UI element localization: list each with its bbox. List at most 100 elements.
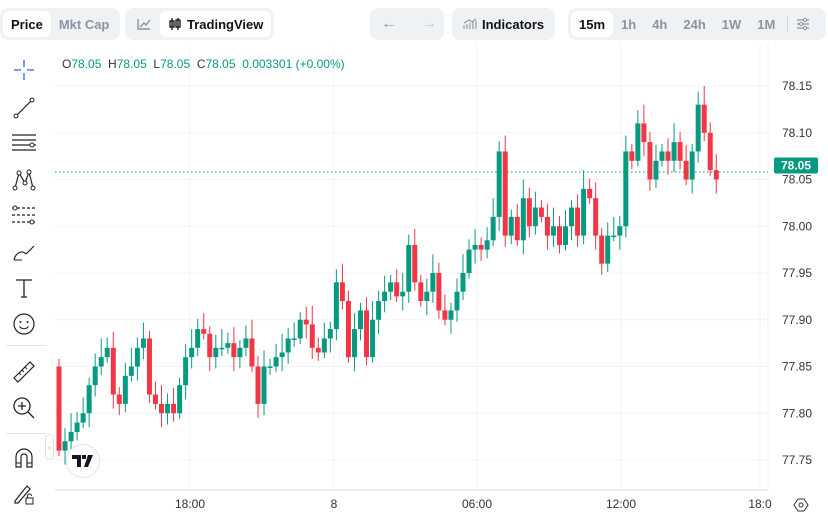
indicators-button[interactable]: Indicators bbox=[455, 11, 552, 37]
candle-down bbox=[556, 226, 562, 245]
candle-up bbox=[358, 310, 363, 330]
time-axis-label: 06:00 bbox=[462, 497, 492, 511]
candle-up bbox=[508, 216, 514, 236]
forward-button[interactable]: → bbox=[421, 15, 437, 32]
candle-up bbox=[261, 366, 267, 404]
candle-up bbox=[92, 366, 98, 386]
sliders-icon bbox=[797, 17, 810, 31]
candle-up bbox=[550, 226, 556, 236]
candle-down bbox=[231, 343, 237, 358]
divider bbox=[787, 16, 789, 32]
candle-up bbox=[68, 431, 74, 442]
text-icon bbox=[16, 279, 32, 298]
indicators-group: Indicators bbox=[452, 8, 556, 40]
interval-4h[interactable]: 4h bbox=[652, 16, 668, 32]
candle-down bbox=[146, 338, 152, 395]
interval-1m[interactable]: 1M bbox=[757, 16, 776, 32]
crosshair-tool[interactable] bbox=[10, 56, 38, 84]
price-axis-label: 77.95 bbox=[782, 266, 812, 280]
candle-down bbox=[599, 235, 605, 264]
measure-tool[interactable] bbox=[10, 358, 38, 386]
trend-line-tool[interactable] bbox=[10, 94, 38, 122]
magnet-tool[interactable] bbox=[10, 444, 38, 472]
interval-1h[interactable]: 1h bbox=[621, 16, 637, 32]
interval-15m[interactable]: 15m bbox=[571, 11, 614, 37]
open-value: 78.05 bbox=[71, 57, 102, 71]
candle-up bbox=[297, 319, 303, 339]
collapse-toolbar-button[interactable]: ‹ bbox=[45, 434, 54, 460]
candle-up bbox=[466, 249, 472, 273]
lock-drawings-tool[interactable] bbox=[10, 480, 38, 508]
candle-down bbox=[526, 198, 532, 227]
candle-down bbox=[345, 301, 351, 358]
candle-up bbox=[376, 301, 382, 320]
chart-settings-icon[interactable] bbox=[793, 498, 809, 512]
tradingview-button[interactable]: TradingView bbox=[160, 11, 272, 37]
candle-up bbox=[267, 366, 273, 368]
interval-24h[interactable]: 24h bbox=[683, 16, 706, 32]
candle-up bbox=[98, 357, 104, 367]
candle-up bbox=[370, 319, 376, 358]
pattern-tool[interactable] bbox=[10, 166, 38, 194]
close-value: 78.05 bbox=[205, 57, 236, 71]
candle-up bbox=[237, 347, 243, 358]
fib-retracement-icon bbox=[12, 205, 36, 225]
emoji-tool[interactable] bbox=[10, 310, 38, 338]
candle-up bbox=[291, 338, 297, 340]
candle-down bbox=[587, 188, 593, 199]
zoom-in-icon bbox=[13, 397, 35, 419]
price-axis-label: 77.85 bbox=[782, 360, 812, 374]
settings-button[interactable] bbox=[792, 11, 814, 37]
horizontal-lines-tool[interactable] bbox=[10, 129, 38, 157]
price-axis-label: 77.90 bbox=[782, 313, 812, 327]
candle-down bbox=[110, 347, 116, 395]
candle-up bbox=[321, 338, 327, 353]
candle-up bbox=[520, 198, 526, 241]
candle-down bbox=[641, 123, 647, 143]
text-tool[interactable] bbox=[10, 274, 38, 302]
undo-redo-group: ← → bbox=[370, 8, 444, 40]
interval-1w[interactable]: 1W bbox=[721, 16, 742, 32]
line-chart-button[interactable] bbox=[128, 11, 160, 37]
candle-down bbox=[665, 151, 671, 161]
trend-line-icon bbox=[13, 97, 35, 119]
candle-up bbox=[382, 291, 388, 302]
smiley-icon bbox=[13, 313, 35, 335]
candle-down bbox=[683, 160, 689, 180]
back-button[interactable]: ← bbox=[381, 15, 397, 32]
candle-up bbox=[195, 329, 201, 348]
candle-down bbox=[418, 282, 424, 302]
pencil-lock-icon bbox=[14, 485, 34, 505]
candle-down bbox=[707, 132, 713, 171]
candle-up bbox=[177, 385, 183, 414]
candle-down bbox=[315, 347, 321, 353]
candles-icon bbox=[169, 18, 181, 30]
candle-down bbox=[502, 151, 508, 236]
crosshair-icon bbox=[14, 60, 34, 80]
candle-up bbox=[569, 207, 575, 227]
brush-tool[interactable] bbox=[10, 238, 38, 266]
magnet-icon bbox=[15, 448, 33, 468]
candle-up bbox=[490, 216, 496, 241]
candle-up bbox=[273, 357, 279, 367]
tradingview-logo[interactable] bbox=[66, 444, 100, 478]
line-chart-icon bbox=[137, 19, 151, 30]
candle-up bbox=[213, 347, 219, 358]
candle-down bbox=[713, 170, 719, 180]
candle-up bbox=[388, 282, 394, 292]
candle-up bbox=[448, 310, 454, 320]
candle-up bbox=[671, 142, 677, 161]
fib-tool[interactable] bbox=[10, 201, 38, 229]
pattern-icon bbox=[12, 169, 36, 191]
candle-up bbox=[62, 441, 68, 451]
zoom-tool[interactable] bbox=[10, 394, 38, 422]
brush-icon bbox=[13, 245, 35, 261]
change-value: 0.003301 bbox=[242, 57, 293, 71]
candle-down bbox=[309, 324, 315, 348]
tab-mkt-cap[interactable]: Mkt Cap bbox=[58, 16, 110, 32]
candle-up bbox=[484, 240, 490, 250]
current-price-label: 78.05 bbox=[781, 159, 811, 173]
tab-price[interactable]: Price bbox=[3, 11, 51, 37]
candle-down bbox=[394, 282, 400, 297]
